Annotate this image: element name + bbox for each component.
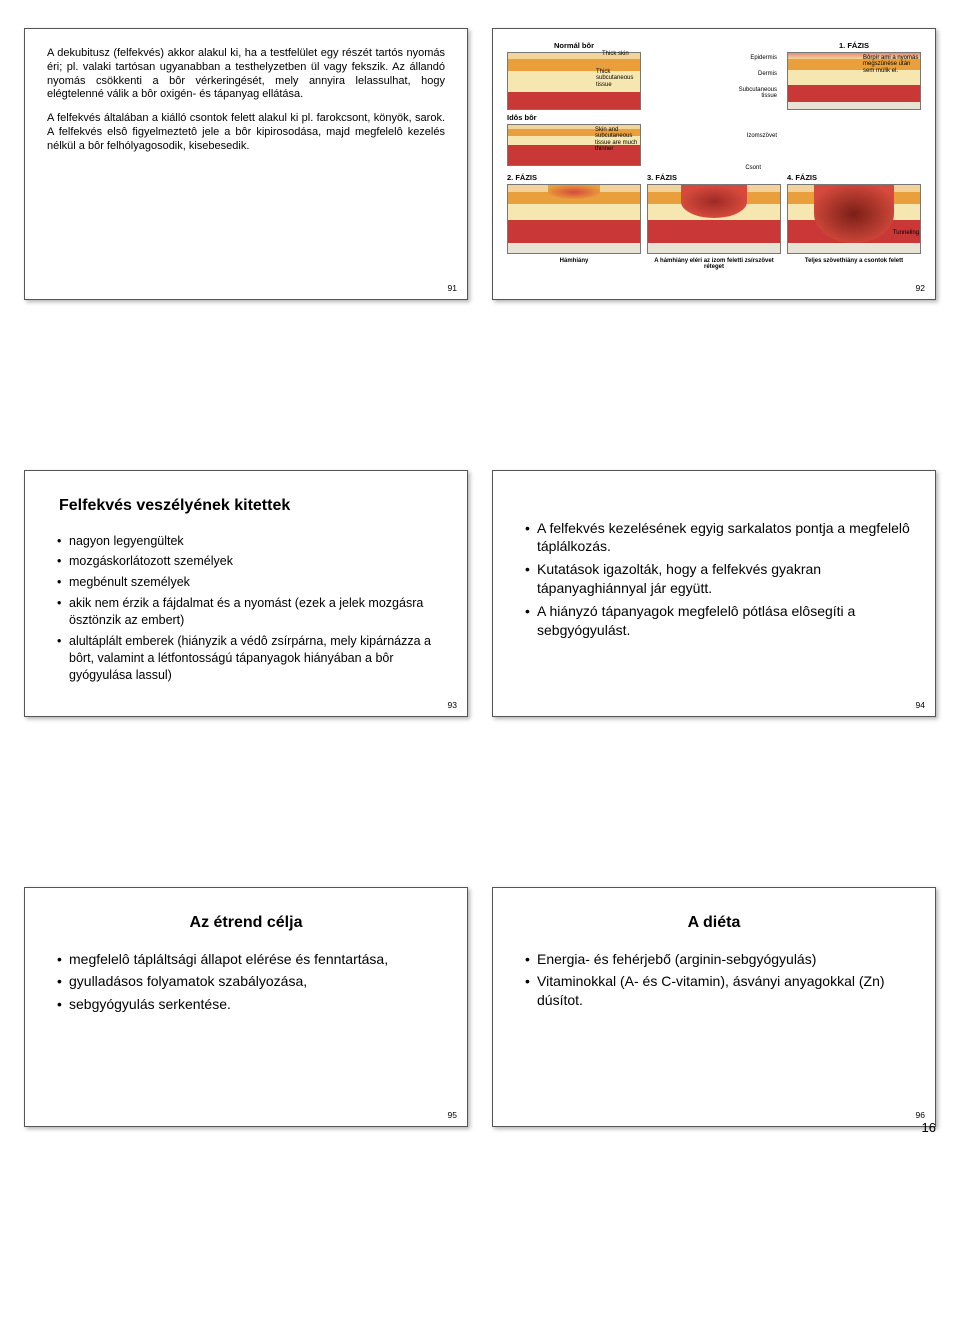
list-item: alultáplált emberek (hiányzik a védô zsí…: [57, 633, 445, 684]
slide95-title: Az étrend célja: [47, 914, 445, 932]
phase1-label: 1. FÁZIS: [787, 41, 921, 50]
normal-skin-label: Normál bôr: [507, 41, 641, 50]
anno-epidermis: Epidermis: [750, 55, 777, 61]
slide94-list: A felfekvés kezelésének egyig sarkalatos…: [515, 519, 913, 640]
list-item: Energia- és fehérjebő (arginin-sebgyógyu…: [525, 950, 913, 969]
page: A dekubitusz (felfekvés) akkor alakul ki…: [0, 0, 960, 1145]
list-item: nagyon legyengültek: [57, 533, 445, 550]
list-item: megbénult személyek: [57, 574, 445, 591]
phase4-label: 4. FÁZIS: [787, 173, 921, 182]
idos-skin-cell: Idôs bôr Skin and subcutaneous tissue ar…: [507, 113, 641, 167]
phase4-cell: 4. FÁZIS Tunneling: [787, 173, 921, 254]
slide-96: A diéta Energia- és fehérjebő (arginin-s…: [492, 887, 936, 1127]
slide91-p2: A felfekvés általában a kiálló csontok f…: [47, 112, 445, 153]
anno-subtissue: Subcutaneous tissue: [729, 87, 777, 100]
slide-number: 94: [916, 700, 925, 710]
slide-number: 92: [916, 283, 925, 293]
slide-94: A felfekvés kezelésének egyig sarkalatos…: [492, 470, 936, 717]
idos-label: Idôs bôr: [507, 113, 641, 122]
anno-thick-skin: Thick skin: [602, 51, 644, 57]
slide93-title: Felfekvés veszélyének kitettek: [59, 497, 445, 515]
phase3-label: 3. FÁZIS: [647, 173, 781, 182]
slide-93: Felfekvés veszélyének kitettek nagyon le…: [24, 470, 468, 717]
list-item: sebgyógyulás serkentése.: [57, 995, 445, 1014]
list-item: akik nem érzik a fájdalmat és a nyomást …: [57, 595, 445, 629]
list-item: A felfekvés kezelésének egyig sarkalatos…: [525, 519, 913, 557]
page-footer-number: 16: [922, 1120, 936, 1135]
slide-number: 91: [448, 283, 457, 293]
phase2-block: [507, 184, 641, 254]
anno-thinner: Skin and subcutaneous tissue are much th…: [595, 127, 647, 152]
slide96-title: A diéta: [515, 914, 913, 932]
slide-number: 95: [448, 1110, 457, 1120]
caption-3: Teljes szövethiány a csontok felett: [787, 258, 921, 271]
slide-92: Normál bôr Thick skin Thick subcutaneous…: [492, 28, 936, 300]
slide-number: 96: [916, 1110, 925, 1120]
tunneling-label: Tunneling: [893, 230, 919, 236]
phase1-note: Bôrpír ami a nyomás megszûnése után sem …: [863, 55, 923, 74]
anno-dermis: Dermis: [758, 71, 777, 77]
mid-annotations: Epidermis Dermis Subcutaneous tissue: [647, 41, 781, 111]
anno-izom: Izomszövet: [747, 133, 777, 139]
list-item: A hiányzó tápanyagok megfelelô pótlása e…: [525, 602, 913, 640]
phase2-label: 2. FÁZIS: [507, 173, 641, 182]
caption-1: Hámhiány: [507, 258, 641, 271]
diagram-row-2: Idôs bôr Skin and subcutaneous tissue ar…: [507, 113, 921, 167]
slide-number: 93: [448, 700, 457, 710]
slide93-list: nagyon legyengültek mozgáskorlátozott sz…: [47, 533, 445, 684]
list-item: Kutatások igazolták, hogy a felfekvés gy…: [525, 560, 913, 598]
slide-91: A dekubitusz (felfekvés) akkor alakul ki…: [24, 28, 468, 300]
phase1-cell: 1. FÁZIS Bôrpír ami a nyomás megszûnése …: [787, 41, 921, 111]
anno-thick-sub: Thick subcutaneous tissue: [596, 69, 644, 88]
phase2-cell: 2. FÁZIS: [507, 173, 641, 254]
phase3-block: [647, 184, 781, 254]
list-item: gyulladásos folyamatok szabályozása,: [57, 972, 445, 991]
diagram-captions: Hámhiány A hámhiány eléri az izom felett…: [507, 258, 921, 271]
izom-csont-cell: Izomszövet Csont: [647, 113, 781, 167]
slide95-list: megfelelô tápláltsági állapot elérése és…: [47, 950, 445, 1015]
slide-95: Az étrend célja megfelelô tápláltsági ál…: [24, 887, 468, 1127]
diagram-row-phases: 2. FÁZIS 3. FÁZIS: [507, 173, 921, 254]
diagram-row-1: Normál bôr Thick skin Thick subcutaneous…: [507, 41, 921, 111]
phase3-cell: 3. FÁZIS: [647, 173, 781, 254]
slide91-p1: A dekubitusz (felfekvés) akkor alakul ki…: [47, 47, 445, 102]
phase4-block: [787, 184, 921, 254]
caption-2: A hámhiány eléri az izom feletti zsírszö…: [647, 258, 781, 271]
list-item: Vitaminokkal (A- és C-vitamin), ásványi …: [525, 972, 913, 1010]
normal-skin-cell: Normál bôr Thick skin Thick subcutaneous…: [507, 41, 641, 111]
list-item: megfelelô tápláltsági állapot elérése és…: [57, 950, 445, 969]
anno-csont: Csont: [745, 165, 761, 171]
slide96-list: Energia- és fehérjebő (arginin-sebgyógyu…: [515, 950, 913, 1011]
list-item: mozgáskorlátozott személyek: [57, 553, 445, 570]
